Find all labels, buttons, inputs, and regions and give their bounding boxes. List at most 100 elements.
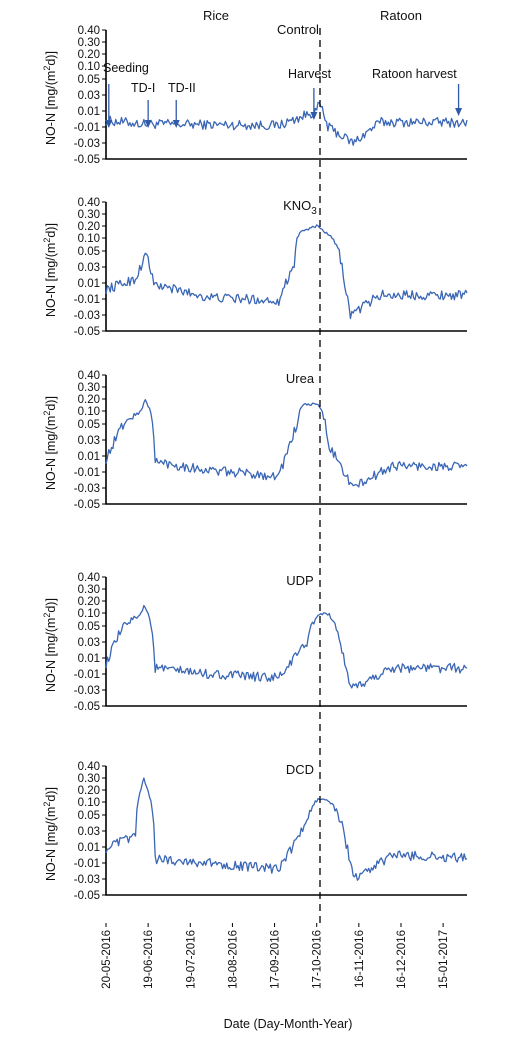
y-tick-label: 0.03 — [78, 90, 100, 102]
x-tick-label: 20-05-2016 — [101, 930, 113, 989]
y-tick-label: 0.30 — [78, 209, 100, 221]
y-tick-label: 0.30 — [78, 37, 100, 49]
x-tick-labels: 20-05-2016 19-06-2016 19-07-2016 18-08-2016… — [101, 923, 450, 989]
td2-arrow-head — [172, 120, 180, 128]
panel-title: UDP — [286, 573, 313, 588]
harvest-label: Harvest — [288, 67, 332, 81]
x-tick-label: 18-08-2016 — [227, 930, 239, 989]
series-line-kno3 — [105, 224, 468, 320]
y-label-main: NO-N [mg/(m — [44, 71, 58, 145]
y-tick-label: -0.03 — [74, 685, 100, 697]
y-tick-label: 0.10 — [78, 406, 100, 418]
y-tick-label: 0.20 — [78, 221, 100, 233]
series-line-urea — [105, 399, 468, 488]
y-tick-label: 0.40 — [78, 197, 100, 209]
panel-dcd: 0.400.300.200.100.05 0.03 0.01 -0.01 -0.03 -0… — [42, 761, 468, 902]
panel-urea: 0.400.300.200.100.05 0.03 0.01 -0.01 -0.03 -0… — [42, 370, 468, 511]
y-label-superscript: 2 — [42, 238, 52, 243]
y-tick-label: -0.05 — [74, 499, 100, 511]
y-tick-label: 0.01 — [78, 653, 100, 665]
x-tick-label: 17-09-2016 — [270, 930, 282, 989]
y-tick-label: -0.03 — [74, 874, 100, 886]
y-tick-label: 0.10 — [78, 797, 100, 809]
y-tick-label: 0.20 — [78, 394, 100, 406]
panel-axes — [105, 766, 467, 896]
panels-group: 0.400.300.200.100.050.030.01-0.01-0.03-0… — [42, 22, 468, 902]
td1-label: TD-I — [131, 81, 155, 95]
y-tick-label: 0.01 — [78, 451, 100, 463]
seeding-label: Seeding — [103, 61, 149, 75]
ratoon-harvest-label: Ratoon harvest — [372, 67, 457, 81]
y-tick-label: 0.30 — [78, 773, 100, 785]
y-label-superscript: 2 — [42, 613, 52, 618]
y-label-superscript: 2 — [42, 411, 52, 416]
y-label-end: d)] — [44, 787, 58, 802]
y-label-end: d)] — [44, 598, 58, 613]
y-tick-label: 0.20 — [78, 596, 100, 608]
y-tick-label: 0.40 — [78, 572, 100, 584]
x-tick-label: 19-07-2016 — [185, 930, 197, 989]
y-tick-label: 0.40 — [78, 761, 100, 773]
y-tick-label: 0.01 — [78, 842, 100, 854]
y-tick-label: -0.01 — [74, 669, 100, 681]
y-tick-label: -0.05 — [74, 890, 100, 902]
y-tick-label: -0.05 — [74, 701, 100, 713]
y-tick-label: -0.03 — [74, 483, 100, 495]
y-label-end: d)] — [44, 223, 58, 238]
x-axis-label: Date (Day-Month-Year) — [224, 1017, 353, 1031]
y-tick-label: -0.05 — [74, 154, 100, 166]
panel-axes — [105, 202, 467, 332]
y-tick-label: 0.20 — [78, 49, 100, 61]
series-line-control — [105, 101, 468, 146]
panel-title: Control — [277, 22, 319, 37]
x-tick-label: 19-06-2016 — [143, 930, 155, 989]
y-tick-label: -0.01 — [74, 294, 100, 306]
y-tick-label: 0.03 — [78, 826, 100, 838]
y-axis-label: NO-N [mg/(m2d)] — [42, 396, 58, 490]
y-tick-label: 0.40 — [78, 25, 100, 37]
panel-control: 0.400.300.200.100.05 0.03 0.01 -0.01 -0.03 -0… — [42, 22, 468, 166]
y-label-superscript: 2 — [42, 802, 52, 807]
title-subscript: 3 — [311, 206, 317, 217]
td2-label: TD-II — [168, 81, 196, 95]
y-tick-label: 0.10 — [78, 233, 100, 245]
panel-title: Urea — [286, 371, 315, 386]
y-tick-label: 0.30 — [78, 584, 100, 596]
y-tick-label: 0.05 — [78, 419, 100, 431]
y-label-main: NO-N [mg/(m — [44, 416, 58, 490]
x-tick-label: 17-10-2016 — [312, 930, 324, 989]
panel-axes — [105, 577, 467, 707]
y-label-main: NO-N [mg/(m — [44, 807, 58, 881]
y-tick-label: 0.10 — [78, 608, 100, 620]
y-tick-label: 0.40 — [78, 370, 100, 382]
rice-section-label: Rice — [203, 8, 229, 23]
y-label-main: NO-N [mg/(m — [44, 243, 58, 317]
title-main: KNO — [283, 198, 311, 213]
panel-axes — [105, 375, 467, 505]
series-line-udp — [105, 604, 468, 689]
seeding-arrow-head — [105, 120, 113, 128]
y-axis-label: NO-N [mg/(m2d)] — [42, 598, 58, 692]
y-tick-label: 0.01 — [78, 278, 100, 290]
y-tick-label: -0.03 — [74, 138, 100, 150]
ratoon-section-label: Ratoon — [380, 8, 422, 23]
ratoon-harvest-arrow-head — [455, 108, 463, 116]
y-tick-label: 0.05 — [78, 246, 100, 258]
y-tick-label: -0.01 — [74, 858, 100, 870]
y-tick-label: -0.01 — [74, 122, 100, 134]
x-tick-label: 15-01-2017 — [438, 930, 450, 989]
y-label-end: d)] — [44, 396, 58, 411]
harvest-arrow-head — [310, 112, 318, 120]
y-tick-label: 0.20 — [78, 785, 100, 797]
y-axis-label: NO-N [mg/(m2d)] — [42, 51, 58, 145]
y-tick-label: -0.05 — [74, 326, 100, 338]
y-tick-label: 0.03 — [78, 262, 100, 274]
y-axis-label: NO-N [mg/(m2d)] — [42, 223, 58, 317]
panel-title: KNO3 — [283, 198, 317, 217]
x-tick-label: 16-12-2016 — [396, 930, 408, 989]
td1-arrow-head — [144, 120, 152, 128]
x-tick-label: 16-11-2016 — [354, 930, 366, 988]
y-tick-label: 0.03 — [78, 637, 100, 649]
y-tick-label: 0.05 — [78, 621, 100, 633]
panel-kno3: 0.400.300.200.100.05 0.03 0.01 -0.01 -0.03 -0… — [42, 197, 468, 338]
